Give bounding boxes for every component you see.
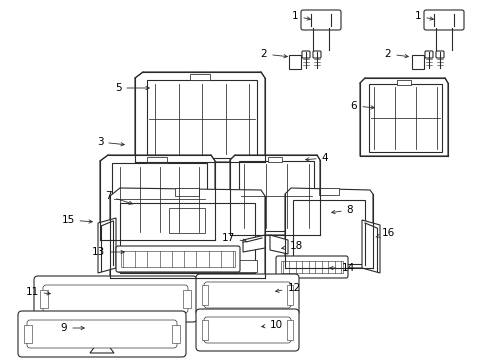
Text: 18: 18 [281, 241, 302, 251]
Text: 2: 2 [384, 49, 407, 59]
Bar [411, 55, 423, 69]
Polygon shape [100, 155, 215, 240]
FancyBboxPatch shape [18, 311, 185, 357]
Bar [190, 74, 209, 80]
Polygon shape [359, 78, 447, 156]
Polygon shape [269, 235, 287, 254]
Text: 7: 7 [104, 191, 132, 204]
FancyBboxPatch shape [312, 51, 320, 58]
Bar [239, 161, 313, 231]
Polygon shape [103, 310, 127, 318]
Polygon shape [243, 235, 264, 252]
Bar [118, 260, 257, 272]
FancyBboxPatch shape [196, 274, 298, 316]
Bar [175, 188, 199, 196]
Polygon shape [98, 218, 116, 273]
Text: 11: 11 [25, 287, 50, 297]
Text: 4: 4 [305, 153, 327, 163]
FancyBboxPatch shape [196, 309, 298, 351]
FancyBboxPatch shape [27, 320, 177, 348]
FancyBboxPatch shape [116, 246, 240, 272]
Text: 3: 3 [97, 137, 124, 147]
Bar [147, 157, 167, 163]
Bar [183, 290, 191, 308]
FancyBboxPatch shape [301, 10, 340, 30]
Polygon shape [361, 220, 379, 273]
FancyBboxPatch shape [435, 51, 443, 58]
Bar [281, 261, 342, 273]
Polygon shape [90, 345, 114, 353]
Text: 2: 2 [260, 49, 287, 59]
FancyBboxPatch shape [424, 51, 432, 58]
Text: 15: 15 [61, 215, 92, 225]
Bar [368, 84, 441, 152]
Bar [40, 290, 48, 308]
Text: 1: 1 [291, 11, 310, 21]
Polygon shape [135, 72, 264, 162]
FancyBboxPatch shape [203, 317, 290, 343]
Bar [292, 200, 364, 264]
Bar [202, 320, 207, 340]
Bar [267, 157, 282, 162]
Polygon shape [285, 188, 372, 268]
Text: 6: 6 [350, 101, 373, 111]
Text: 13: 13 [91, 247, 124, 257]
Bar [121, 251, 235, 267]
Text: 5: 5 [115, 83, 149, 93]
Bar [112, 163, 206, 236]
Polygon shape [110, 188, 264, 278]
Bar [120, 203, 254, 273]
Bar [147, 80, 257, 158]
Bar [288, 55, 301, 69]
Bar [169, 208, 204, 233]
FancyBboxPatch shape [302, 51, 309, 58]
Text: 9: 9 [61, 323, 84, 333]
Bar [172, 325, 180, 343]
FancyBboxPatch shape [275, 256, 347, 278]
Bar [286, 320, 292, 340]
FancyBboxPatch shape [203, 282, 290, 308]
FancyBboxPatch shape [423, 10, 463, 30]
Text: 1: 1 [414, 11, 432, 21]
Text: 16: 16 [375, 228, 394, 238]
Text: 14: 14 [329, 263, 354, 273]
Polygon shape [229, 155, 319, 235]
Bar [286, 285, 292, 305]
Bar [396, 80, 410, 85]
Text: 12: 12 [275, 283, 300, 293]
Text: 8: 8 [331, 205, 353, 215]
Bar [202, 285, 207, 305]
Bar [318, 188, 338, 195]
FancyBboxPatch shape [43, 285, 187, 313]
FancyBboxPatch shape [34, 276, 197, 322]
Text: 17: 17 [221, 233, 246, 243]
Bar [24, 325, 32, 343]
Text: 10: 10 [261, 320, 282, 330]
